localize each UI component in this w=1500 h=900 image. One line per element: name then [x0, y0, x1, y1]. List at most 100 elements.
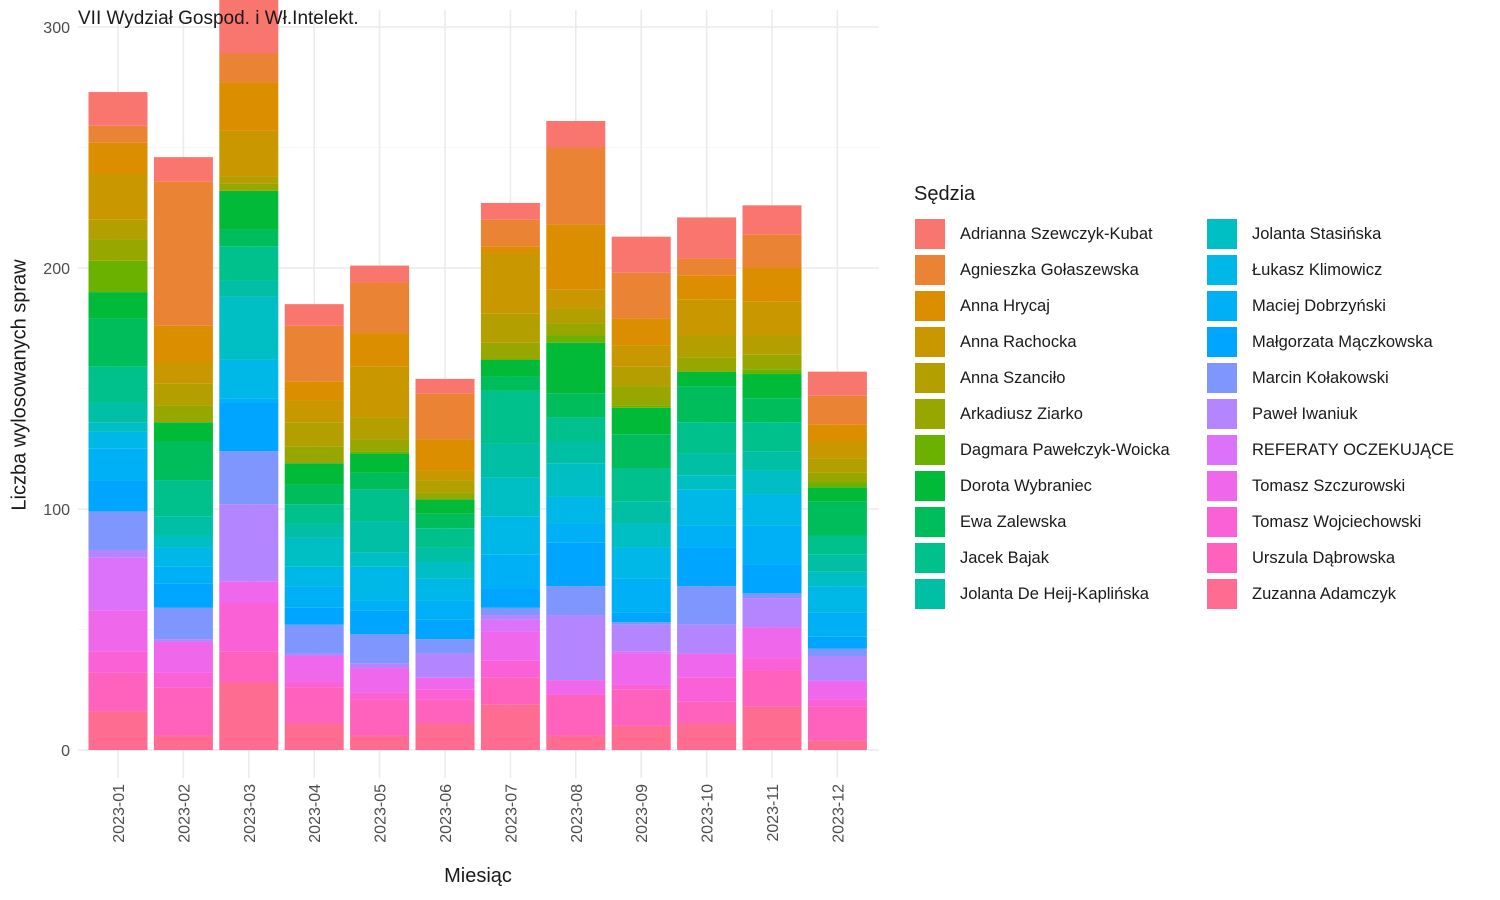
bar-segment	[284, 607, 344, 625]
bar-segment	[153, 687, 213, 736]
bar-segment	[546, 441, 606, 464]
bar-segment	[611, 725, 671, 750]
bar-segment	[284, 586, 344, 608]
bar-segment	[677, 489, 737, 526]
bar-segment	[219, 602, 279, 652]
bar-segment	[677, 653, 737, 678]
bar-segment	[350, 489, 410, 522]
legend-label: Adrianna Szewczyk-Kubat	[960, 224, 1153, 243]
x-tick-label: 2023-09	[634, 784, 651, 843]
bar-segment	[284, 687, 344, 724]
bar-segment	[219, 296, 279, 360]
bar-segment	[415, 689, 475, 700]
x-tick-label: 2023-11	[765, 784, 782, 842]
bar-segment	[742, 470, 802, 495]
bar-segment	[350, 552, 410, 567]
bar-segment	[88, 239, 148, 261]
legend-swatch	[914, 218, 946, 250]
bar-segment	[807, 535, 867, 555]
bar-segment	[677, 624, 737, 654]
legend-swatch	[1206, 398, 1238, 430]
x-axis-label: Miesiąc	[444, 865, 512, 887]
bar-segment	[153, 361, 213, 384]
bar-segment	[807, 740, 867, 750]
bar-segment	[284, 566, 344, 587]
legend-item: Jacek Bajak	[914, 541, 1049, 575]
bar-segment	[677, 275, 737, 300]
bar-segment	[807, 699, 867, 707]
bar-segment	[611, 653, 671, 685]
bar-segment	[677, 335, 737, 358]
bar-segment	[219, 451, 279, 505]
bar-segment	[415, 578, 475, 601]
bar-segment	[546, 393, 606, 418]
bar-segment	[480, 660, 540, 678]
bar-segment	[350, 692, 410, 700]
bar-segment	[480, 619, 540, 632]
bar-segment	[219, 402, 279, 452]
bar-segment	[807, 612, 867, 637]
bar-segment	[284, 304, 344, 326]
x-tick-label: 2023-05	[373, 784, 390, 843]
legend-label: Jolanta Stasińska	[1252, 224, 1382, 243]
bar-segment	[480, 390, 540, 444]
bar-segment	[480, 202, 540, 220]
legend-swatch	[1206, 578, 1238, 610]
y-tick-label: 200	[43, 261, 70, 278]
bar-segment	[480, 359, 540, 377]
bar-segment	[219, 280, 279, 297]
bar-segment	[350, 451, 410, 454]
legend-item: Maciej Dobrzyński	[1206, 289, 1386, 323]
bar-segment	[611, 405, 671, 408]
axis-ticks: 0 100 200 300 2023-01 2023-02 2023-03 2023-04 20…	[43, 20, 847, 843]
bar-segment	[284, 523, 344, 538]
bar-segment	[350, 600, 410, 611]
bar-segment	[415, 480, 475, 493]
legend-item: Anna Hrycaj	[914, 289, 1050, 323]
bar-segment	[284, 400, 344, 423]
legend-title: Sędzia	[914, 183, 976, 205]
legend-item: Urszula Dąbrowska	[1206, 541, 1395, 575]
bar-segment	[284, 463, 344, 485]
legend-label: Anna Rachocka	[960, 332, 1077, 351]
bar-segment	[480, 219, 540, 247]
legend-item: Marcin Kołakowski	[1206, 361, 1389, 395]
legend-item: Anna Rachocka	[914, 325, 1077, 359]
bar-segment	[350, 699, 410, 736]
bar-segment	[742, 670, 802, 707]
bar-segment	[742, 268, 802, 302]
legend-swatch	[914, 254, 946, 286]
bar-segment	[742, 658, 802, 671]
legend-label: Zuzanna Adamczyk	[1252, 584, 1396, 603]
legend-swatch	[914, 578, 946, 610]
legend-item: Małgorzata Mączkowska	[1206, 325, 1433, 359]
bar-segment	[88, 672, 148, 712]
bar-segment	[88, 318, 148, 367]
legend-item: Dorota Wybraniec	[914, 469, 1092, 503]
legend-label: Dagmara Pawełczyk-Woicka	[960, 440, 1170, 459]
bar-segment	[415, 439, 475, 471]
bar-segment	[153, 325, 213, 362]
legend-label: REFERATY OCZEKUJĄCE	[1252, 440, 1455, 459]
bar-segment	[219, 53, 279, 83]
bar-segment	[284, 682, 344, 688]
legend-label: Anna Hrycaj	[960, 296, 1050, 315]
y-tick-label: 100	[43, 502, 70, 519]
bar-segment	[677, 422, 737, 454]
legend-label: Ewa Zalewska	[960, 512, 1067, 531]
bar-segment	[219, 581, 279, 603]
bar-segment	[611, 612, 671, 623]
bar-segment	[742, 494, 802, 526]
bar-segment	[677, 386, 737, 423]
bar-segment	[153, 735, 213, 750]
bar-segment	[611, 366, 671, 387]
bar-segment	[546, 308, 606, 324]
bar-segment	[350, 610, 410, 635]
x-tick-label: 2023-01	[111, 784, 128, 843]
bar-segment	[742, 354, 802, 370]
bar-segment	[284, 624, 344, 654]
legend-swatch	[1206, 542, 1238, 574]
bar-segment	[611, 651, 671, 654]
bar-segment	[742, 706, 802, 750]
bar-segment	[480, 615, 540, 620]
